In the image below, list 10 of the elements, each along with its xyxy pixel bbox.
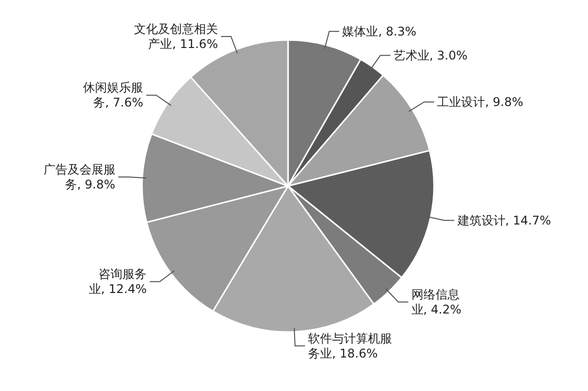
slice-label: 文化及创意相关产业, 11.6%: [134, 22, 218, 52]
slice-label: 工业设计, 9.8%: [437, 94, 524, 109]
slice-label: 媒体业, 8.3%: [342, 24, 416, 38]
slice-label: 建筑设计, 14.7%: [456, 213, 552, 228]
slice-label: 艺术业, 3.0%: [393, 48, 468, 62]
slice-label: 休闲娱乐服务, 7.6%: [83, 80, 144, 110]
slice-label: 软件与计算机服务业, 18.6%: [308, 331, 392, 360]
slice-label: 网络信息业, 4.2%: [411, 287, 462, 316]
slice-label: 咨询服务业, 12.4%: [89, 267, 147, 296]
slice-label: 广告及会展服务, 9.8%: [43, 162, 116, 192]
